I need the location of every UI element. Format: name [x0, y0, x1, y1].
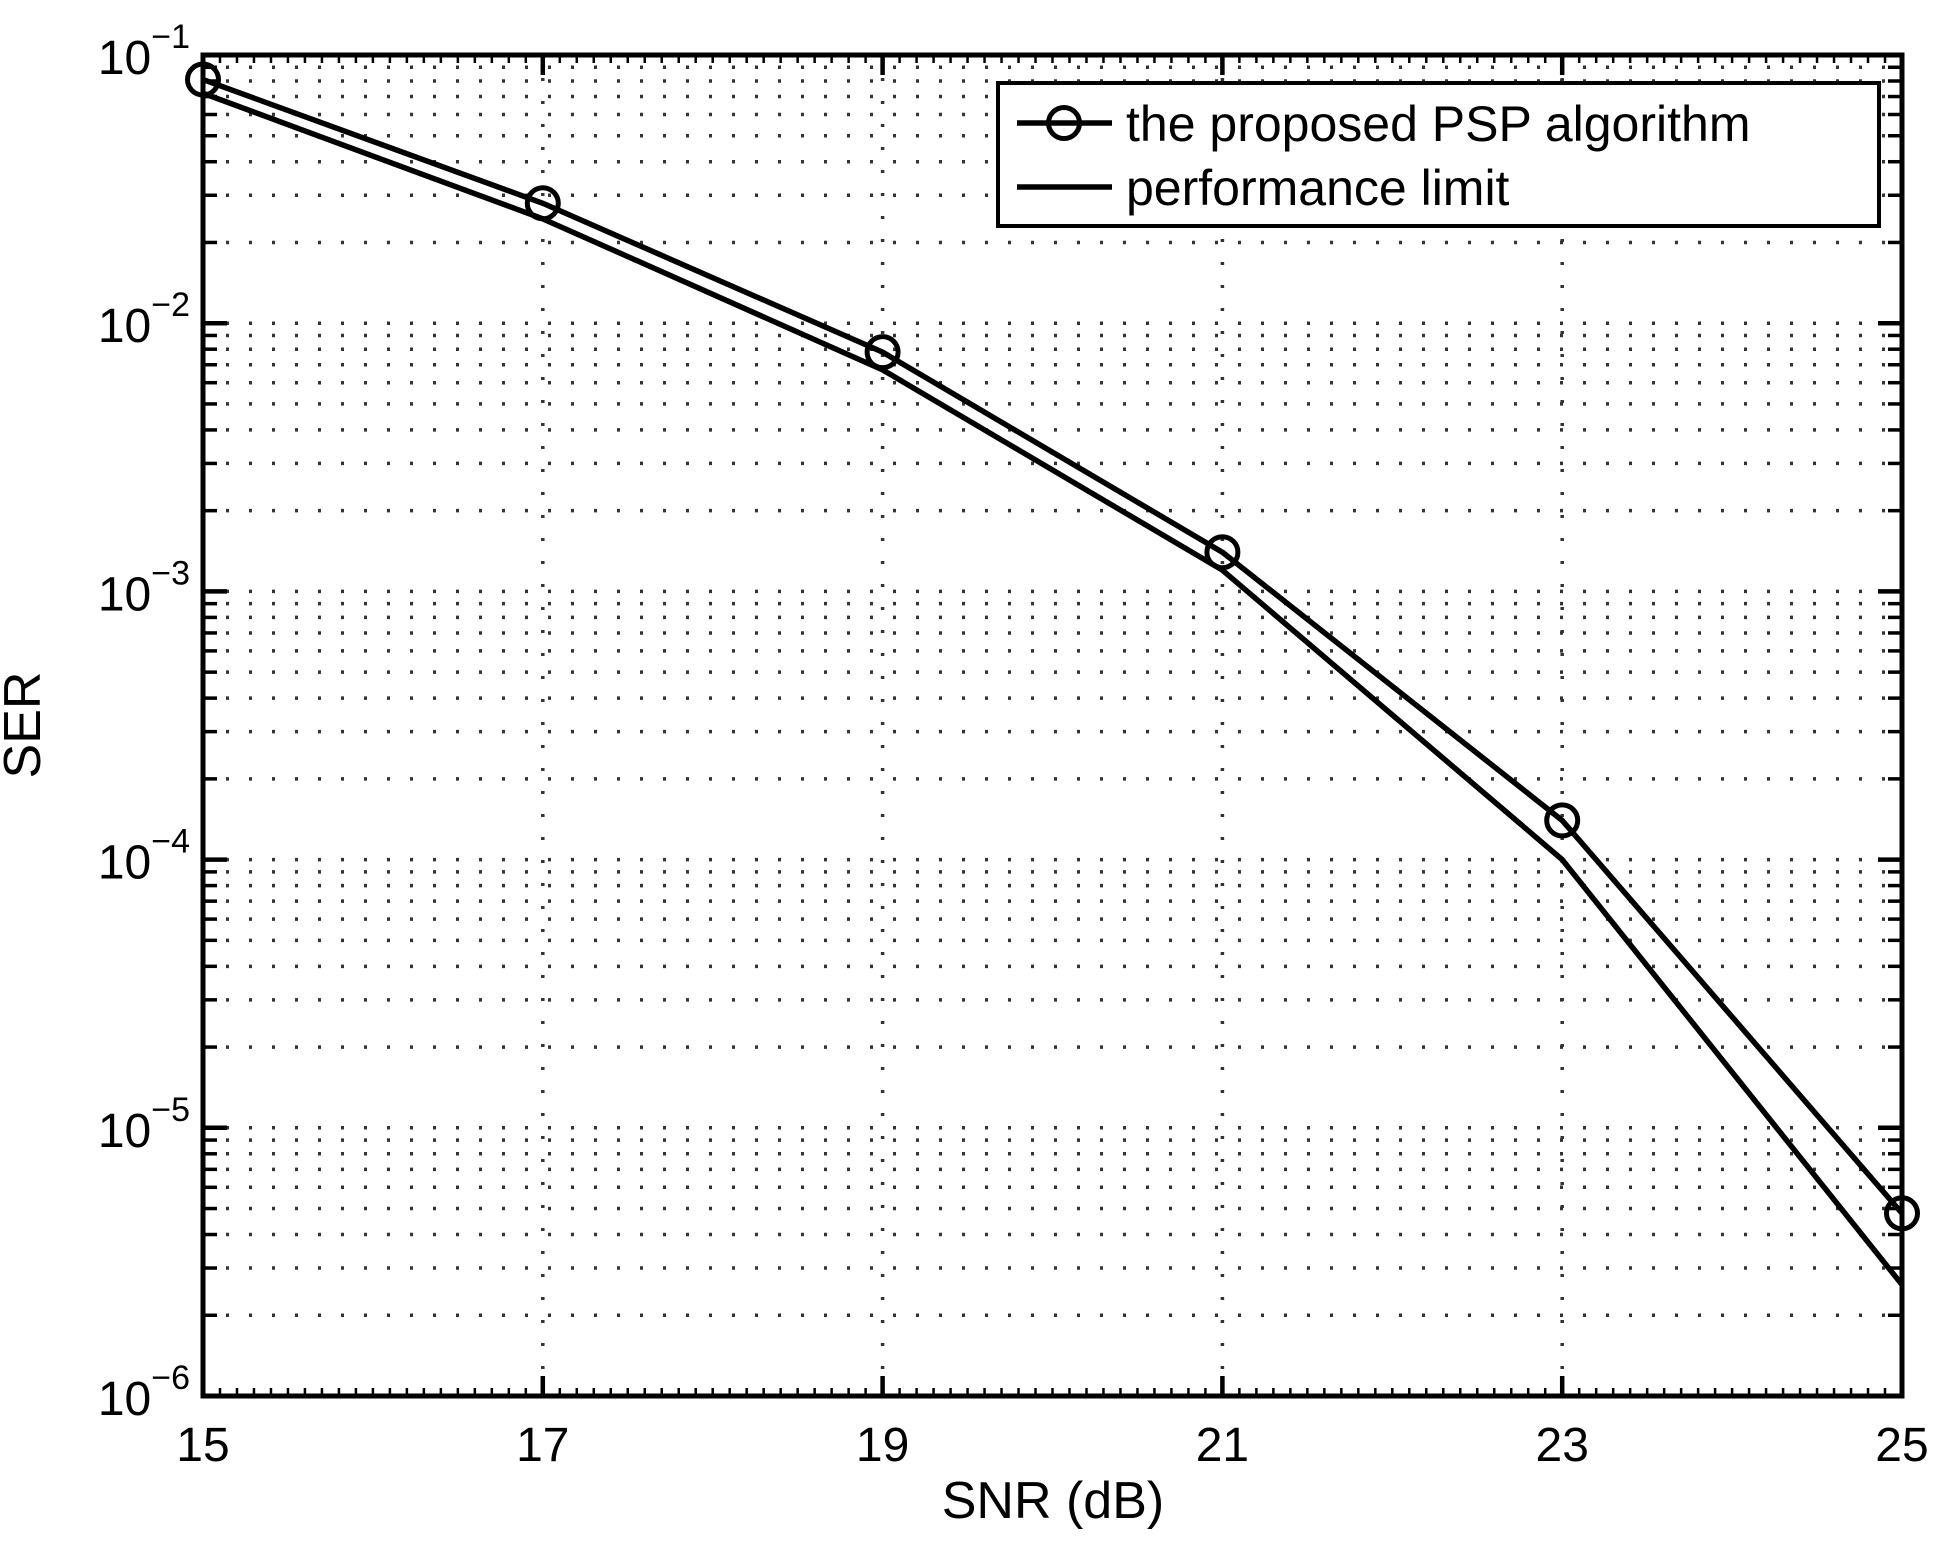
- legend-box: [996, 81, 1881, 228]
- data-point-marker: [1544, 802, 1581, 839]
- x-tick-label: 15: [176, 1419, 229, 1472]
- data-point-marker: [1204, 534, 1241, 571]
- x-tick-label: 25: [1875, 1419, 1928, 1472]
- legend: the proposed PSP algorithm performance l…: [996, 81, 1881, 228]
- x-tick-label: 21: [1196, 1419, 1249, 1472]
- y-tick-label: 10−1: [98, 18, 190, 85]
- data-point-marker: [524, 185, 561, 222]
- grid: [203, 55, 1902, 1396]
- axis-ticks: [200, 52, 1905, 1399]
- legend-label-limit: performance limit: [1126, 160, 1510, 216]
- y-tick-label: 10−6: [98, 1359, 190, 1426]
- legend-label-psp: the proposed PSP algorithm: [1126, 96, 1750, 152]
- legend-entry-psp: the proposed PSP algorithm: [1017, 96, 1750, 152]
- plot-frame: [200, 52, 1905, 1399]
- x-axis-label: SNR (dB): [942, 1472, 1164, 1530]
- data-point-marker: [864, 334, 901, 371]
- y-tick-label: 10−3: [98, 554, 190, 621]
- y-axis-label: SER: [0, 672, 52, 779]
- legend-entry-limit: performance limit: [1017, 160, 1510, 216]
- series-lines: [185, 61, 1920, 1287]
- x-tick-label: 17: [516, 1419, 569, 1472]
- x-tick-label: 23: [1536, 1419, 1589, 1472]
- series-line-1: [202, 90, 1905, 1287]
- x-tick-label: 19: [856, 1419, 909, 1472]
- y-tick-label: 10−4: [98, 823, 190, 890]
- y-tick-label: 10−2: [98, 286, 190, 353]
- tick-labels: 10−1 10−2 10−3 10−4 10−5 10−615 17 19 21 23 25: [98, 18, 1929, 1472]
- y-tick-label: 10−5: [98, 1091, 190, 1158]
- series-line-0: [202, 76, 1905, 1216]
- legend-circle-marker-icon: [1046, 105, 1082, 141]
